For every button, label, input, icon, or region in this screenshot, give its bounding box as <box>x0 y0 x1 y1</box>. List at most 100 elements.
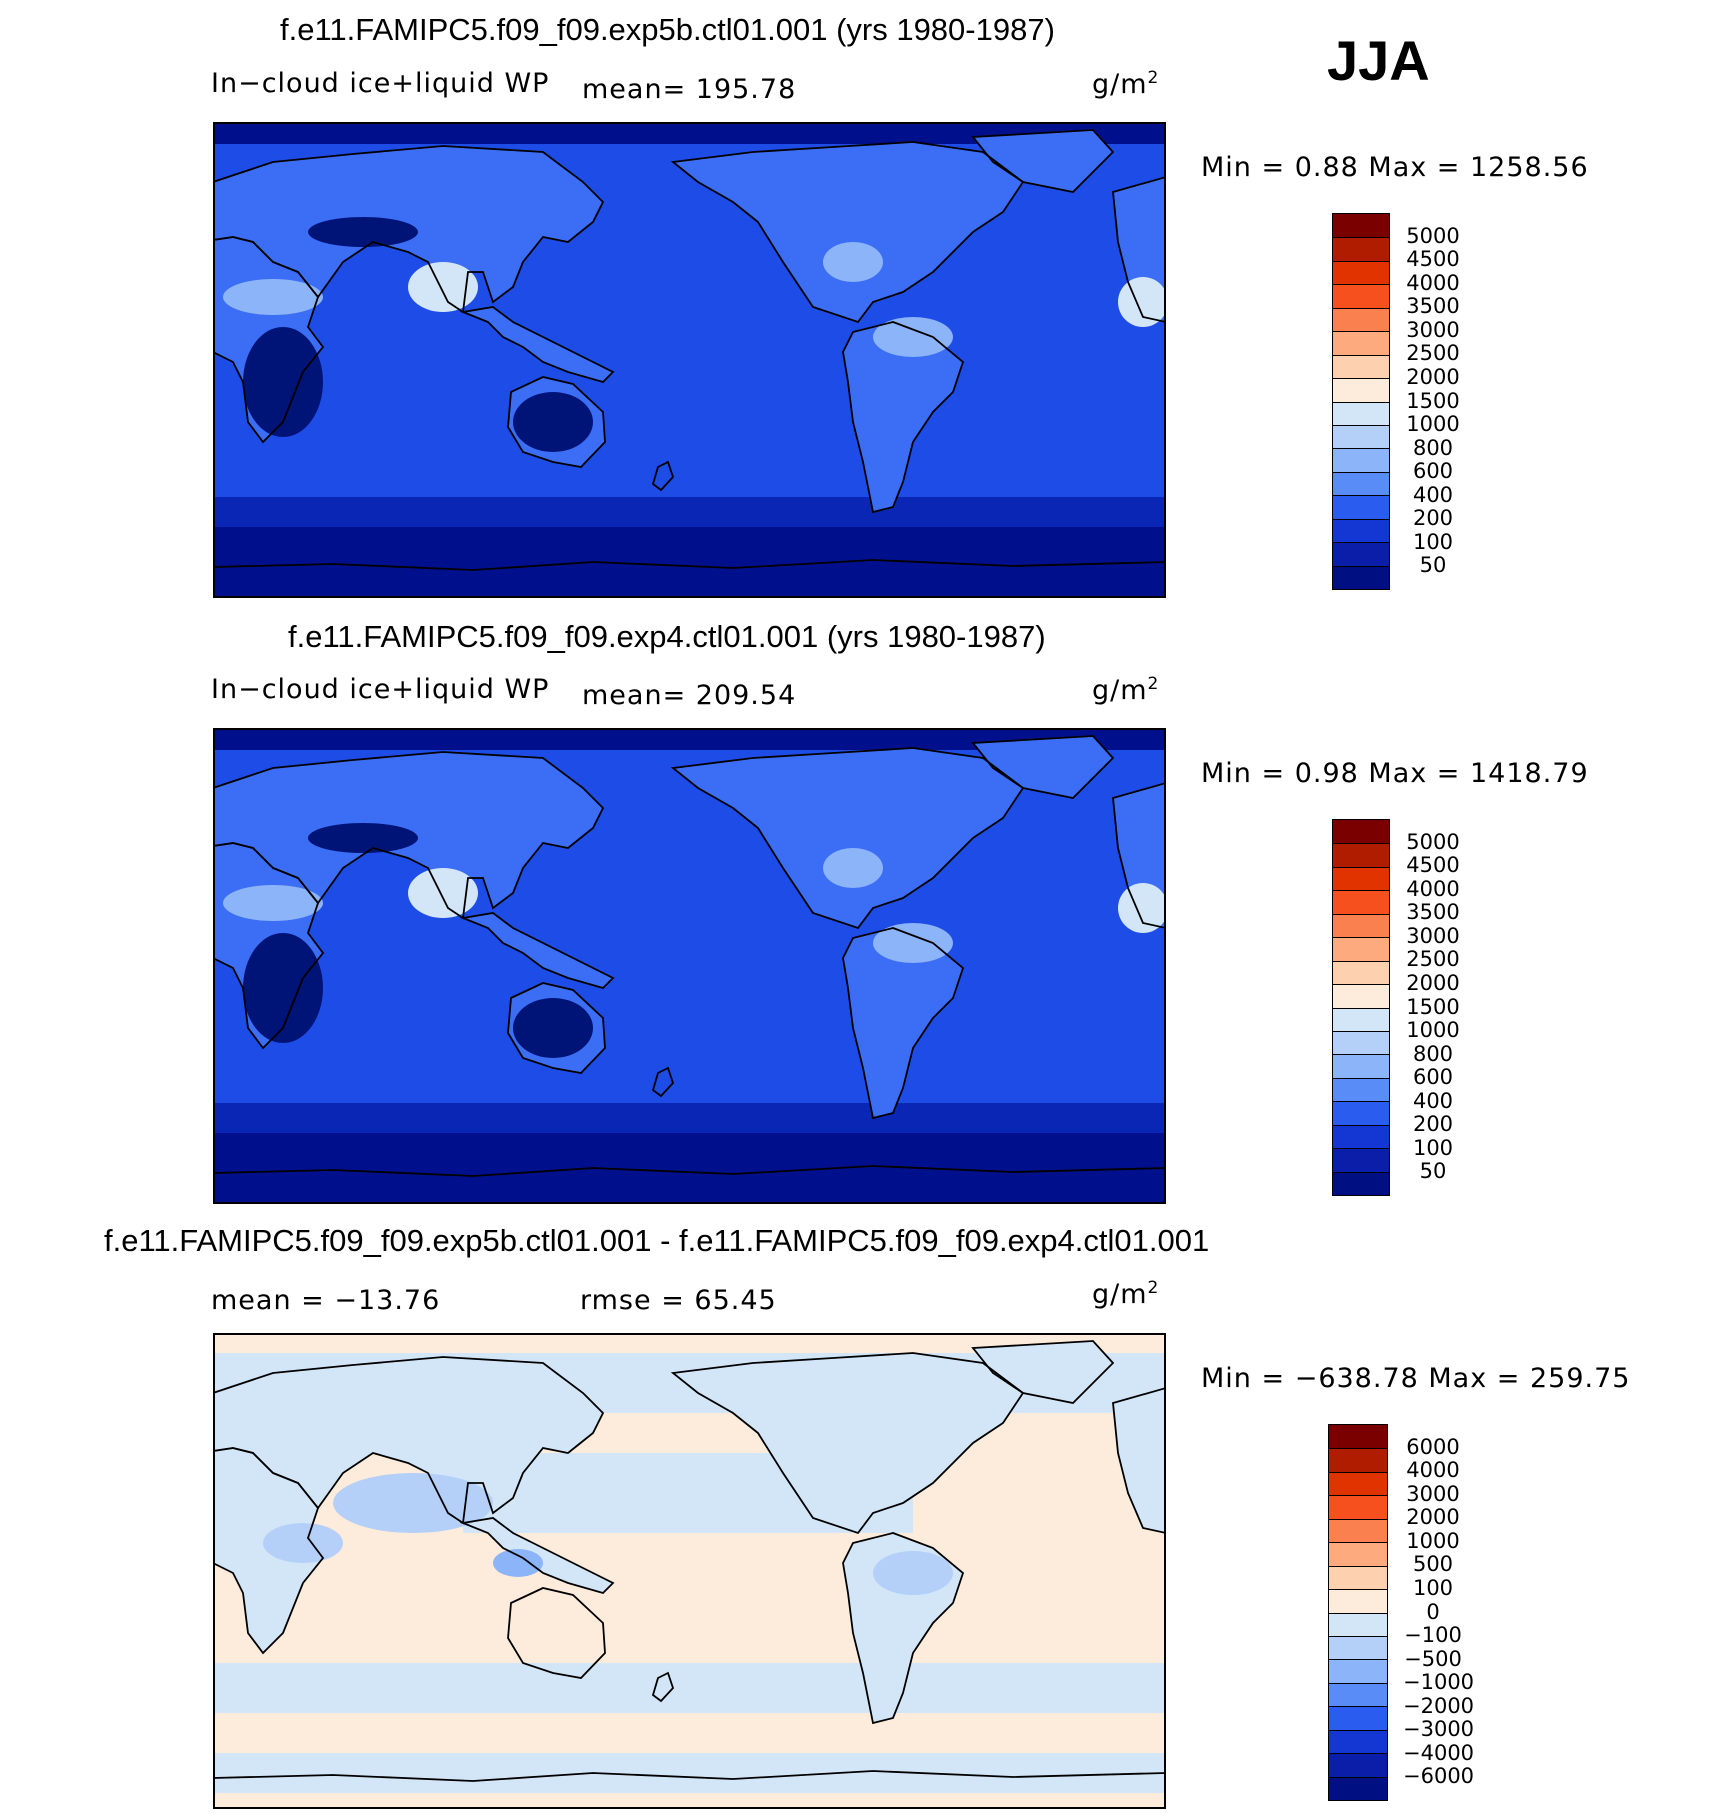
colorbar-tick-label: −6000 <box>1403 1764 1475 1789</box>
panel2-variable: In−cloud ice+liquid WP <box>211 674 550 705</box>
colorbar-swatch <box>1329 1542 1387 1566</box>
colorbar-tick-label: 600 <box>1412 1065 1454 1090</box>
colorbar-tick-label: 3000 <box>1406 317 1460 342</box>
colorbar-tick-label: 0 <box>1426 1599 1440 1624</box>
colorbar-tick-label: −4000 <box>1403 1740 1475 1765</box>
negative-band <box>213 1663 1166 1713</box>
colorbar-tick-label: 3000 <box>1406 1481 1460 1506</box>
antarctic-band <box>213 527 1166 598</box>
coastline-greenland <box>971 735 1115 799</box>
colorbar-swatch <box>1329 1518 1387 1543</box>
colorbar-tick-label: 500 <box>1412 1552 1454 1577</box>
season-label: JJA <box>1327 29 1430 92</box>
panel3-units: g/m2 <box>1092 1278 1160 1310</box>
coastline-europe2 <box>1112 782 1166 929</box>
dry-region <box>243 933 323 1043</box>
colorbar-tick-label: 3500 <box>1406 294 1460 319</box>
negative-band <box>213 1753 1166 1793</box>
colorbar-swatch <box>1333 307 1389 332</box>
cloudy-region <box>408 868 478 918</box>
panel2-map <box>213 728 1166 1204</box>
coastline-seasia <box>459 306 615 384</box>
coastline-africa <box>213 236 325 444</box>
colorbar-swatch <box>1333 565 1389 589</box>
colorbar-tick-label: 2500 <box>1406 947 1460 972</box>
colorbar-swatch <box>1329 1612 1387 1636</box>
panel3-map <box>213 1333 1166 1809</box>
colorbar-swatch <box>1333 1007 1389 1031</box>
colorbar-tick-label: 6000 <box>1406 1434 1460 1459</box>
negative-region <box>263 1523 343 1563</box>
colorbar-swatch <box>1329 1753 1387 1777</box>
colorbar-swatch <box>1333 354 1389 379</box>
colorbar-tick-label: 1000 <box>1406 1018 1460 1043</box>
coastline-australia <box>507 982 606 1074</box>
colorbar-swatch <box>1329 1729 1387 1754</box>
panel2-mean: mean= 209.54 <box>582 680 797 711</box>
colorbar-swatch <box>1329 1471 1387 1496</box>
coastline-samerica <box>842 321 965 514</box>
colorbar-tick-label: 50 <box>1419 553 1447 578</box>
land-field-samerica <box>843 322 963 512</box>
panel3-mean: mean = −13.76 <box>211 1285 441 1316</box>
coastline-africa <box>213 1447 325 1655</box>
panel3-title: f.e11.FAMIPC5.f09_f09.exp5b.ctl01.001 - … <box>104 1223 1210 1258</box>
panel3-colorbar <box>1328 1424 1388 1801</box>
colorbar-swatch <box>1333 1101 1389 1125</box>
colorbar-tick-label: 100 <box>1412 1135 1454 1160</box>
colorbar-swatch <box>1329 1425 1387 1449</box>
colorbar-swatch <box>1333 866 1389 891</box>
colorbar-swatch <box>1333 937 1389 961</box>
colorbar-swatch <box>1333 960 1389 985</box>
coastline-europe2 <box>1112 176 1166 323</box>
colorbar-swatch <box>1333 843 1389 867</box>
colorbar-swatch <box>1329 1448 1387 1472</box>
coastline-australia <box>507 376 606 468</box>
colorbar-tick-label: 1500 <box>1406 388 1460 413</box>
antarctic-band <box>213 1133 1166 1204</box>
coastline-greenland <box>971 129 1115 193</box>
colorbar-tick-label: 800 <box>1412 1041 1454 1066</box>
panel3-rmse: rmse = 65.45 <box>580 1285 777 1316</box>
panel3-minmax: Min = −638.78 Max = 259.75 <box>1201 1363 1631 1394</box>
colorbar-swatch <box>1333 214 1389 238</box>
coastline-nz <box>651 460 675 492</box>
panel1-colorbar <box>1332 213 1390 590</box>
coastline-antarctica <box>213 1770 1166 1782</box>
land-field-greenland <box>973 130 1113 192</box>
colorbar-swatch <box>1329 1776 1387 1800</box>
negative-region <box>493 1549 543 1577</box>
colorbar-tick-label: 1000 <box>1406 1528 1460 1553</box>
colorbar-swatch <box>1329 1659 1387 1683</box>
coastline-europe2 <box>1112 1387 1166 1534</box>
coastline-africa <box>213 842 325 1050</box>
cloudy-region <box>823 242 883 282</box>
colorbar-tick-label: 2000 <box>1406 1505 1460 1530</box>
colorbar-swatch <box>1333 378 1389 402</box>
colorbar-swatch <box>1333 1054 1389 1078</box>
panel1-variable: In−cloud ice+liquid WP <box>211 68 550 99</box>
land-field-samerica <box>843 928 963 1118</box>
colorbar-swatch <box>1333 984 1389 1008</box>
panel2-map-svg <box>213 728 1166 1204</box>
coastline-namerica <box>670 141 1025 324</box>
colorbar-swatch <box>1333 1124 1389 1149</box>
coastline-antarctica <box>213 559 1166 571</box>
cloudy-region <box>223 885 323 921</box>
panel1-minmax: Min = 0.88 Max = 1258.56 <box>1201 152 1589 183</box>
colorbar-tick-label: 4500 <box>1406 853 1460 878</box>
colorbar-swatch <box>1329 1565 1387 1590</box>
land-field-greenland <box>973 1341 1113 1403</box>
arctic-band <box>213 122 1166 144</box>
cloudy-region <box>1118 277 1166 327</box>
dry-region <box>513 998 593 1058</box>
colorbar-tick-label: −100 <box>1404 1623 1462 1648</box>
coastline-nz <box>651 1066 675 1098</box>
panel1-map-svg <box>213 122 1166 598</box>
coastline-seasia <box>459 1517 615 1595</box>
coastline-antarctica <box>213 1165 1166 1177</box>
colorbar-tick-label: −500 <box>1404 1646 1462 1671</box>
coastline-samerica <box>842 1532 965 1725</box>
coastline-namerica <box>670 747 1025 930</box>
panel1-mean: mean= 195.78 <box>582 74 797 105</box>
